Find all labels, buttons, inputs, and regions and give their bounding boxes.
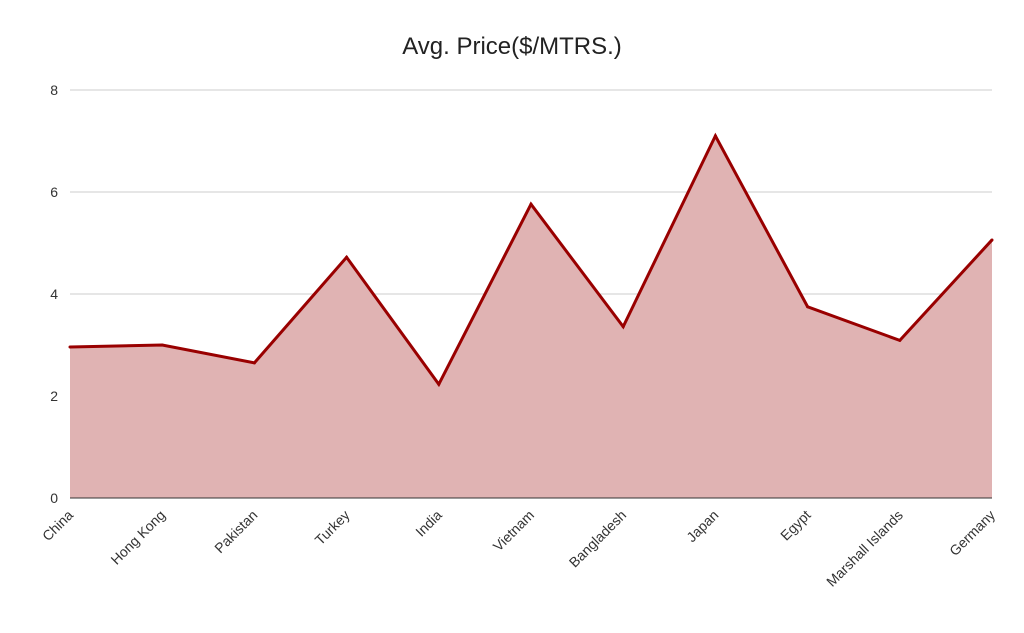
chart-title: Avg. Price($/MTRS.) bbox=[402, 33, 622, 60]
y-tick-label: 0 bbox=[50, 490, 58, 506]
x-tick-label: Hong Kong bbox=[107, 507, 168, 568]
x-tick-label: Germany bbox=[946, 507, 998, 559]
data-point bbox=[898, 338, 902, 342]
data-point bbox=[621, 325, 625, 329]
area-layer bbox=[68, 132, 994, 499]
x-tick-label: Turkey bbox=[312, 507, 353, 548]
x-tick-label: Vietnam bbox=[490, 507, 537, 554]
y-tick-label: 8 bbox=[50, 82, 58, 98]
y-tick-label: 2 bbox=[50, 388, 58, 404]
x-tick-label: Bangladesh bbox=[566, 507, 630, 571]
data-point bbox=[252, 361, 256, 365]
x-axis: China Hong Kong Pakistan Turkey India Vietnam… bbox=[39, 507, 998, 590]
data-point bbox=[345, 255, 349, 259]
data-point bbox=[529, 202, 533, 206]
x-tick-label: Egypt bbox=[777, 507, 814, 544]
y-axis: 0 2 4 6 8 bbox=[50, 82, 58, 506]
x-tick-label: Pakistan bbox=[211, 507, 260, 556]
data-point bbox=[437, 382, 441, 386]
data-point bbox=[990, 238, 994, 242]
x-tick-label: Marshall Islands bbox=[823, 507, 906, 590]
x-tick-label: Japan bbox=[683, 507, 721, 545]
data-point bbox=[713, 134, 717, 138]
data-point bbox=[806, 305, 810, 309]
y-tick-label: 4 bbox=[50, 286, 58, 302]
series-area-fill bbox=[70, 135, 992, 498]
x-tick-label: China bbox=[39, 507, 76, 544]
x-tick-label: India bbox=[412, 507, 445, 540]
y-tick-label: 6 bbox=[50, 184, 58, 200]
data-point bbox=[160, 343, 164, 347]
data-point bbox=[68, 345, 72, 349]
